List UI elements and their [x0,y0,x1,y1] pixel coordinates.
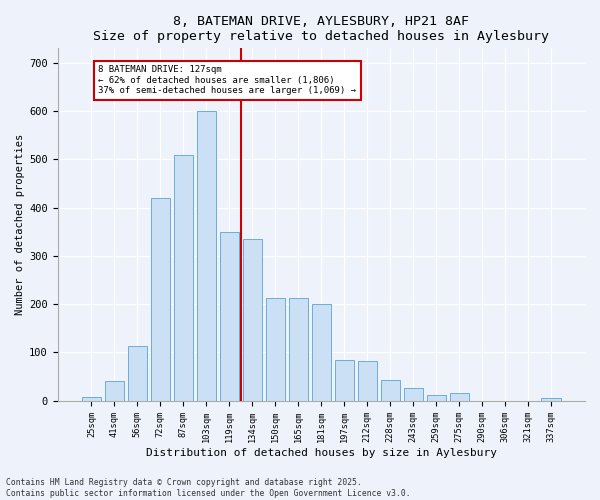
Bar [220,232,239,400]
Bar [380,380,400,400]
X-axis label: Distribution of detached houses by size in Aylesbury: Distribution of detached houses by size … [146,448,497,458]
Bar [128,346,147,401]
Bar [197,111,216,401]
Bar [449,394,469,400]
Bar [289,298,308,400]
Bar [404,388,423,400]
Bar [358,360,377,401]
Bar [541,398,561,400]
Bar [82,397,101,400]
Text: 8 BATEMAN DRIVE: 127sqm
← 62% of detached houses are smaller (1,806)
37% of semi: 8 BATEMAN DRIVE: 127sqm ← 62% of detache… [98,65,356,95]
Bar [427,395,446,400]
Bar [151,198,170,400]
Bar [104,382,124,400]
Bar [311,304,331,400]
Bar [335,360,354,401]
Bar [173,154,193,400]
Bar [266,298,285,400]
Title: 8, BATEMAN DRIVE, AYLESBURY, HP21 8AF
Size of property relative to detached hous: 8, BATEMAN DRIVE, AYLESBURY, HP21 8AF Si… [94,15,550,43]
Bar [242,239,262,400]
Text: Contains HM Land Registry data © Crown copyright and database right 2025.
Contai: Contains HM Land Registry data © Crown c… [6,478,410,498]
Y-axis label: Number of detached properties: Number of detached properties [15,134,25,315]
